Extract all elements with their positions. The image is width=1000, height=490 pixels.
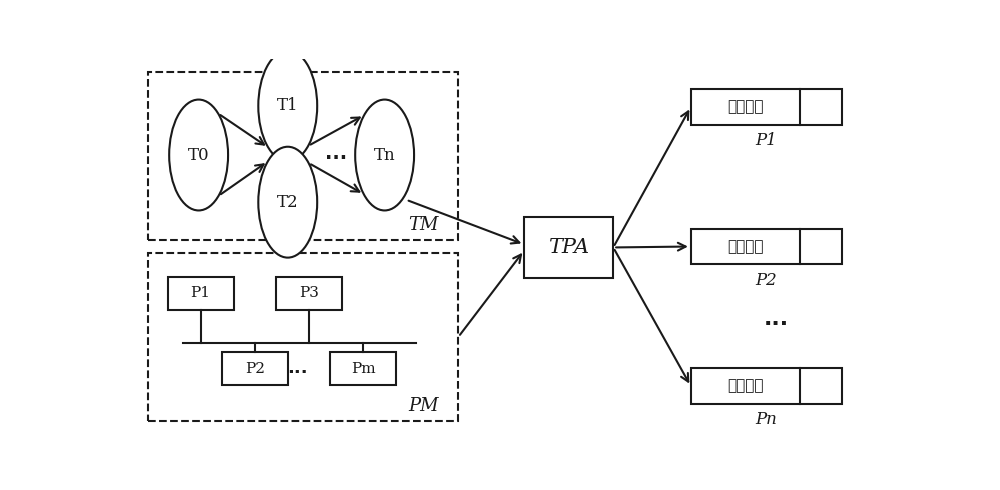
Bar xyxy=(148,253,458,421)
Bar xyxy=(168,276,234,310)
Text: P1: P1 xyxy=(755,132,777,149)
Bar xyxy=(222,352,288,385)
Bar xyxy=(330,352,396,385)
Text: 任务列表: 任务列表 xyxy=(727,99,763,114)
Ellipse shape xyxy=(355,99,414,210)
Text: ...: ... xyxy=(287,359,307,377)
Ellipse shape xyxy=(169,99,228,210)
Text: T2: T2 xyxy=(277,194,299,211)
Bar xyxy=(276,276,342,310)
Text: T1: T1 xyxy=(277,98,299,115)
Text: Tn: Tn xyxy=(374,147,395,164)
Text: ...: ... xyxy=(325,144,347,163)
Text: P2: P2 xyxy=(245,362,265,375)
Text: Pm: Pm xyxy=(351,362,376,375)
Text: TPA: TPA xyxy=(548,238,589,257)
Ellipse shape xyxy=(258,147,317,258)
Bar xyxy=(691,368,842,404)
Text: P2: P2 xyxy=(755,272,777,289)
Text: TM: TM xyxy=(408,216,438,234)
Text: P1: P1 xyxy=(191,286,211,300)
Text: 任务列表: 任务列表 xyxy=(727,379,763,393)
Bar xyxy=(691,228,842,265)
Bar xyxy=(148,72,458,240)
Ellipse shape xyxy=(258,50,317,161)
Text: P3: P3 xyxy=(299,286,319,300)
Text: ...: ... xyxy=(763,309,789,329)
Text: PM: PM xyxy=(408,397,438,416)
Bar xyxy=(524,217,613,278)
Text: T0: T0 xyxy=(188,147,209,164)
Bar xyxy=(691,89,842,125)
Text: Pn: Pn xyxy=(755,412,777,428)
Text: 任务列表: 任务列表 xyxy=(727,239,763,254)
